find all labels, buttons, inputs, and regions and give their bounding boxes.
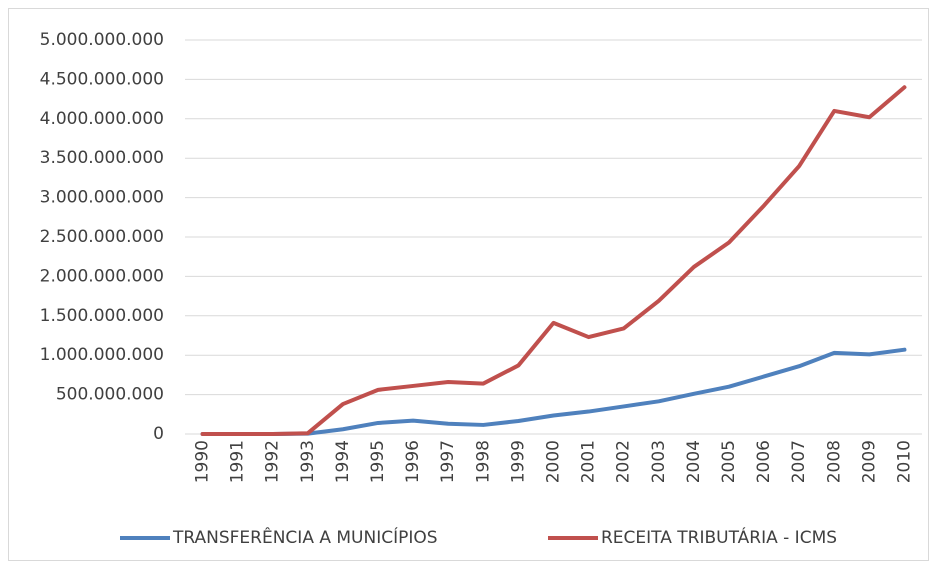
x-tick-label: 2001	[579, 440, 599, 483]
y-tick-label: 0	[153, 424, 164, 444]
y-tick-label: 1.500.000.000	[40, 306, 164, 326]
y-tick-label: 3.500.000.000	[40, 148, 164, 168]
x-tick-label: 2000	[544, 440, 564, 483]
x-tick-label: 1995	[368, 440, 388, 483]
x-tick-label: 1992	[263, 440, 283, 483]
x-tick-label: 2003	[649, 440, 669, 483]
legend-label: RECEITA TRIBUTÁRIA - ICMS	[601, 526, 837, 548]
y-tick-label: 500.000.000	[56, 385, 164, 405]
x-tick-label: 1993	[298, 440, 318, 483]
x-tick-label: 2008	[824, 440, 844, 483]
x-tick-label: 1999	[508, 440, 528, 483]
x-tick-label: 1998	[473, 440, 493, 483]
y-tick-label: 2.000.000.000	[40, 266, 164, 286]
x-tick-label: 2004	[684, 440, 704, 483]
series-line	[200, 85, 907, 436]
x-tick-label: 1996	[403, 440, 423, 483]
x-tick-label: 2002	[614, 440, 634, 483]
x-tick-label: 1990	[193, 440, 213, 483]
x-tick-label: 2006	[754, 440, 774, 483]
y-tick-label: 4.000.000.000	[40, 109, 164, 129]
y-tick-label: 5.000.000.000	[40, 30, 164, 50]
x-tick-label: 1991	[228, 440, 248, 483]
x-tick-label: 2010	[894, 440, 914, 483]
series-line	[200, 347, 907, 436]
chart-frame	[8, 8, 929, 561]
y-tick-label: 4.500.000.000	[40, 69, 164, 89]
x-tick-label: 1994	[333, 440, 353, 483]
y-tick-label: 1.000.000.000	[40, 345, 164, 365]
y-tick-label: 3.000.000.000	[40, 188, 164, 208]
x-tick-label: 1997	[438, 440, 458, 483]
y-tick-label: 2.500.000.000	[40, 227, 164, 247]
x-tick-label: 2009	[859, 440, 879, 483]
x-tick-label: 2007	[789, 440, 809, 483]
legend-label: TRANSFERÊNCIA A MUNICÍPIOS	[172, 526, 438, 548]
x-tick-label: 2005	[719, 440, 739, 483]
